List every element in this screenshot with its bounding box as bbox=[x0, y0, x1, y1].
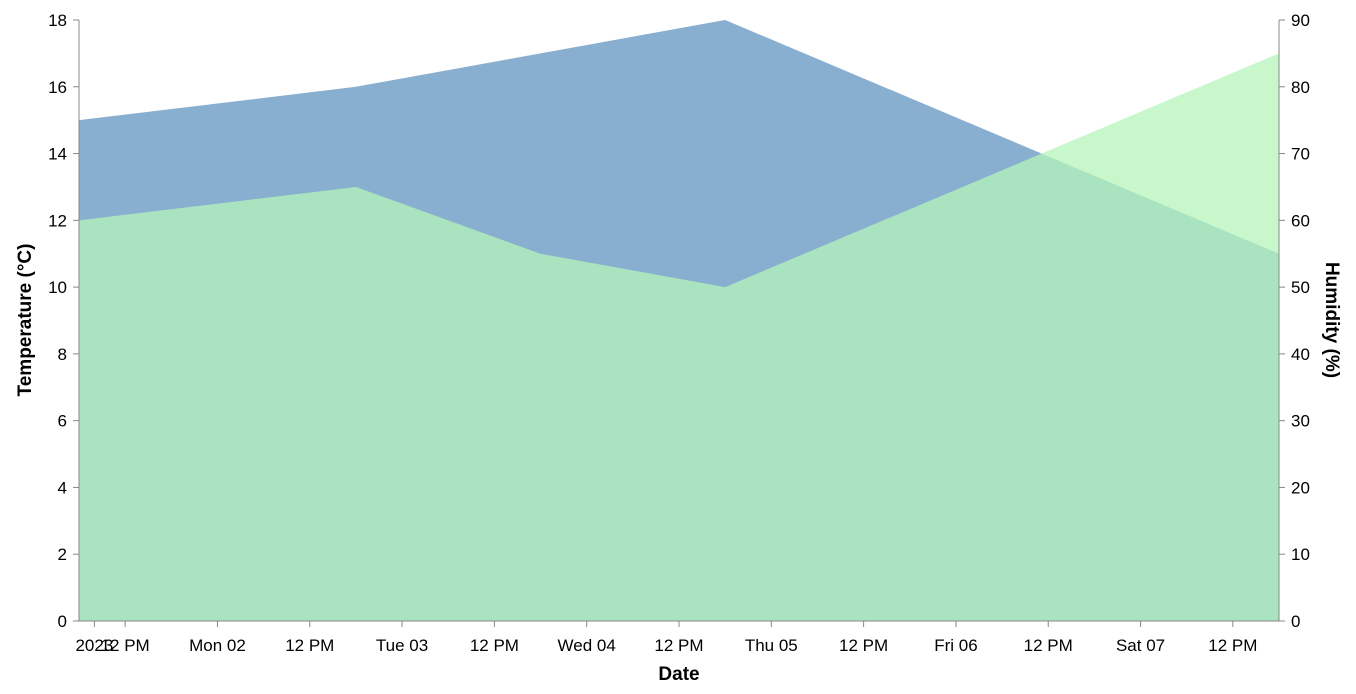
y-right-tick-label: 90 bbox=[1291, 11, 1310, 30]
y-right-tick-label: 60 bbox=[1291, 211, 1310, 230]
axes-layer: 0246810121416180102030405060708090202312… bbox=[48, 11, 1310, 655]
y-right-tick-label: 80 bbox=[1291, 78, 1310, 97]
y-axis-left-title: Temperature (°C) bbox=[15, 244, 36, 397]
x-tick-label: 12 PM bbox=[285, 636, 334, 655]
x-tick-label: Tue 03 bbox=[376, 636, 428, 655]
x-tick-label: 12 PM bbox=[654, 636, 703, 655]
x-tick-label: 12 PM bbox=[470, 636, 519, 655]
y-left-tick-label: 10 bbox=[48, 278, 67, 297]
y-right-tick-label: 10 bbox=[1291, 545, 1310, 564]
y-right-tick-label: 0 bbox=[1291, 612, 1300, 631]
x-tick-label: Wed 04 bbox=[558, 636, 616, 655]
x-tick-label: Mon 02 bbox=[189, 636, 246, 655]
y-right-tick-label: 50 bbox=[1291, 278, 1310, 297]
y-left-tick-label: 14 bbox=[48, 145, 67, 164]
y-left-tick-label: 8 bbox=[58, 345, 67, 364]
x-tick-label: Fri 06 bbox=[934, 636, 977, 655]
y-left-tick-label: 2 bbox=[58, 545, 67, 564]
x-tick-label: 12 PM bbox=[839, 636, 888, 655]
x-axis-title: Date bbox=[658, 664, 699, 685]
area-series-2 bbox=[79, 53, 1279, 621]
y-left-tick-label: 4 bbox=[58, 478, 67, 497]
y-right-tick-label: 40 bbox=[1291, 345, 1310, 364]
x-tick-label: 12 PM bbox=[101, 636, 150, 655]
area-layer bbox=[79, 20, 1279, 621]
y-right-tick-label: 20 bbox=[1291, 478, 1310, 497]
y-left-tick-label: 0 bbox=[58, 612, 67, 631]
x-tick-label: 2023 bbox=[75, 636, 113, 655]
x-tick-label: 12 PM bbox=[1024, 636, 1073, 655]
y-right-tick-label: 70 bbox=[1291, 145, 1310, 164]
y-left-tick-label: 16 bbox=[48, 78, 67, 97]
y-right-tick-label: 30 bbox=[1291, 412, 1310, 431]
x-tick-label: 12 PM bbox=[1208, 636, 1257, 655]
y-left-tick-label: 6 bbox=[58, 412, 67, 431]
y-axis-right-title: Humidity (%) bbox=[1321, 262, 1342, 378]
x-tick-label: Sat 07 bbox=[1116, 636, 1165, 655]
y-left-tick-label: 12 bbox=[48, 211, 67, 230]
x-tick-label: Thu 05 bbox=[745, 636, 798, 655]
y-left-tick-label: 18 bbox=[48, 11, 67, 30]
